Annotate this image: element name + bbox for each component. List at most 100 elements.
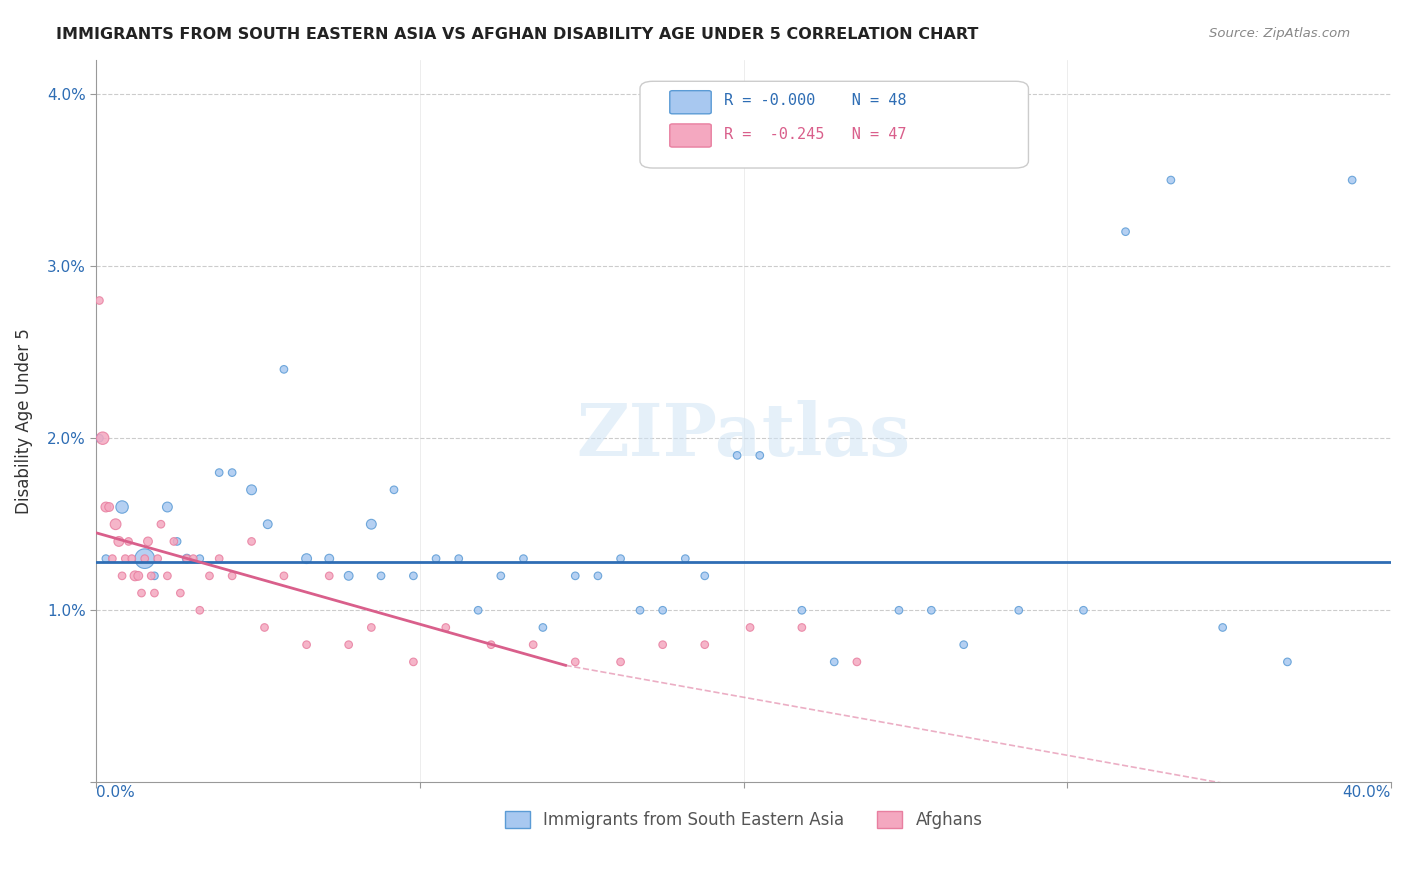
Point: [1008, 603, 1031, 617]
Point: [111, 569, 134, 583]
Legend: Immigrants from South Eastern Asia, Afghans: Immigrants from South Eastern Asia, Afgh…: [498, 804, 990, 836]
Point: [256, 517, 278, 532]
Point: [166, 534, 188, 549]
Point: [176, 551, 198, 566]
Point: [98, 500, 121, 514]
Point: [531, 620, 554, 634]
Point: [790, 620, 813, 634]
Point: [337, 569, 360, 583]
Point: [176, 551, 198, 566]
Point: [586, 569, 609, 583]
Point: [845, 655, 868, 669]
Point: [163, 534, 186, 549]
Point: [295, 638, 318, 652]
Point: [208, 551, 231, 566]
Point: [1277, 655, 1299, 669]
Text: 40.0%: 40.0%: [1343, 785, 1391, 799]
Point: [609, 655, 631, 669]
Text: IMMIGRANTS FROM SOUTH EASTERN ASIA VS AFGHAN DISABILITY AGE UNDER 5 CORRELATION : IMMIGRANTS FROM SOUTH EASTERN ASIA VS AF…: [56, 27, 979, 42]
Point: [564, 655, 586, 669]
Point: [318, 551, 340, 566]
Point: [134, 551, 156, 566]
Point: [823, 655, 845, 669]
Point: [89, 431, 111, 445]
Point: [117, 534, 139, 549]
Point: [240, 534, 263, 549]
Point: [952, 638, 974, 652]
Point: [273, 569, 295, 583]
Point: [425, 551, 447, 566]
Point: [188, 603, 211, 617]
Point: [94, 551, 117, 566]
Point: [273, 362, 295, 376]
Point: [253, 620, 276, 634]
Point: [1160, 173, 1182, 187]
Point: [337, 638, 360, 652]
Point: [208, 466, 231, 480]
Point: [673, 551, 696, 566]
Point: [370, 569, 392, 583]
Point: [628, 603, 651, 617]
Point: [434, 620, 457, 634]
Text: R = -0.000    N = 48: R = -0.000 N = 48: [724, 94, 907, 108]
Point: [693, 569, 716, 583]
Point: [1115, 225, 1137, 239]
Point: [240, 483, 263, 497]
Point: [143, 569, 166, 583]
Point: [522, 638, 544, 652]
Point: [360, 620, 382, 634]
Point: [149, 517, 172, 532]
Point: [447, 551, 470, 566]
Point: [108, 534, 131, 549]
Point: [360, 517, 382, 532]
Text: R =  -0.245   N = 47: R = -0.245 N = 47: [724, 127, 907, 142]
Point: [1212, 620, 1234, 634]
Point: [94, 500, 117, 514]
Point: [134, 551, 156, 566]
Point: [1341, 173, 1364, 187]
Point: [512, 551, 534, 566]
Point: [101, 551, 124, 566]
Point: [104, 517, 127, 532]
Point: [489, 569, 512, 583]
Point: [651, 638, 673, 652]
Point: [221, 569, 243, 583]
Point: [91, 431, 114, 445]
Point: [725, 449, 748, 463]
Point: [887, 603, 910, 617]
Point: [221, 466, 243, 480]
Point: [124, 569, 146, 583]
Point: [920, 603, 942, 617]
Point: [1073, 603, 1095, 617]
Point: [402, 569, 425, 583]
Point: [382, 483, 405, 497]
Point: [114, 551, 136, 566]
Point: [127, 569, 149, 583]
Point: [318, 569, 340, 583]
Point: [131, 586, 153, 600]
Point: [136, 534, 159, 549]
Point: [181, 551, 204, 566]
Point: [564, 569, 586, 583]
Point: [790, 603, 813, 617]
Point: [121, 551, 143, 566]
Point: [467, 603, 489, 617]
Y-axis label: Disability Age Under 5: Disability Age Under 5: [15, 328, 32, 514]
Text: 0.0%: 0.0%: [96, 785, 135, 799]
Point: [651, 603, 673, 617]
Point: [111, 500, 134, 514]
Point: [198, 569, 221, 583]
Text: ZIPatlas: ZIPatlas: [576, 400, 911, 471]
FancyBboxPatch shape: [669, 91, 711, 114]
Point: [738, 620, 761, 634]
Text: Source: ZipAtlas.com: Source: ZipAtlas.com: [1209, 27, 1350, 40]
Point: [609, 551, 631, 566]
Point: [188, 551, 211, 566]
Point: [156, 500, 179, 514]
Point: [89, 293, 111, 308]
FancyBboxPatch shape: [669, 124, 711, 147]
Point: [693, 638, 716, 652]
Point: [748, 449, 770, 463]
Point: [143, 586, 166, 600]
Point: [141, 569, 163, 583]
